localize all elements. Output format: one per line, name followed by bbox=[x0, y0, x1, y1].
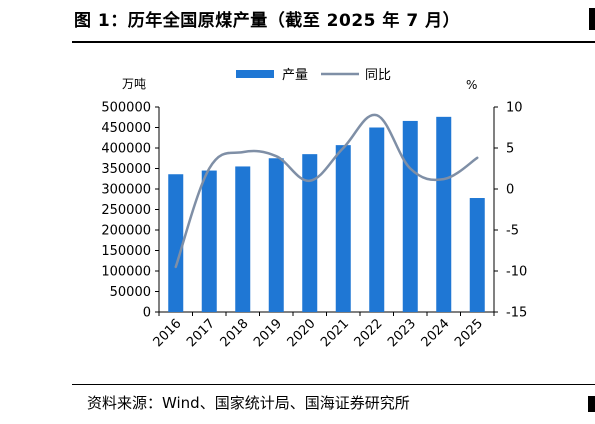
bar-2024 bbox=[436, 116, 452, 312]
right-tick-label: -10 bbox=[506, 265, 527, 280]
legend-bar-label: 产量 bbox=[282, 68, 308, 83]
line-series-yoy bbox=[174, 113, 479, 269]
source-note: 资料来源：Wind、国家统计局、国海证券研究所 bbox=[87, 394, 410, 412]
left-tick-label: 200000 bbox=[101, 224, 151, 239]
x-tick-label: 2016 bbox=[151, 316, 185, 350]
legend-bar-swatch bbox=[236, 70, 274, 78]
right-tick-label: 5 bbox=[506, 142, 514, 157]
left-tick-label: 150000 bbox=[101, 244, 151, 259]
left-tick-label: 250000 bbox=[101, 203, 151, 218]
left-tick-label: 400000 bbox=[101, 142, 151, 157]
left-tick-label: 500000 bbox=[101, 101, 151, 116]
x-tick-label: 2021 bbox=[318, 316, 352, 350]
x-tick-label: 2022 bbox=[352, 316, 386, 350]
legend-line-label: 同比 bbox=[365, 68, 391, 83]
page-edge-mark bbox=[589, 8, 595, 30]
left-tick-label: 100000 bbox=[101, 265, 151, 280]
bar-2016 bbox=[168, 174, 184, 312]
source-rule bbox=[72, 384, 595, 385]
bar-2019 bbox=[268, 158, 284, 312]
figure-title: 图 1：历年全国原煤产量（截至 2025 年 7 月） bbox=[74, 11, 461, 31]
left-axis-unit: 万吨 bbox=[122, 77, 146, 91]
bar-2022 bbox=[369, 127, 385, 312]
title-rule bbox=[72, 41, 595, 43]
right-tick-label: -15 bbox=[506, 306, 527, 321]
x-tick-label: 2024 bbox=[419, 316, 453, 350]
bar-2017 bbox=[201, 170, 217, 312]
x-tick-label: 2017 bbox=[184, 316, 218, 350]
left-tick-label: 0 bbox=[143, 306, 151, 321]
x-tick-label: 2025 bbox=[452, 316, 486, 350]
bar-2021 bbox=[335, 145, 351, 312]
left-tick-label: 450000 bbox=[101, 121, 151, 136]
x-tick-label: 2018 bbox=[218, 316, 252, 350]
bar-2023 bbox=[402, 120, 418, 312]
right-axis-unit: % bbox=[466, 78, 477, 92]
x-tick-label: 2019 bbox=[251, 316, 285, 350]
left-tick-label: 300000 bbox=[101, 183, 151, 198]
x-tick-label: 2020 bbox=[285, 316, 319, 350]
x-tick-label: 2023 bbox=[385, 316, 419, 350]
page-edge-mark-bottom bbox=[588, 396, 595, 412]
bar-2018 bbox=[235, 166, 251, 312]
right-tick-label: -5 bbox=[506, 224, 519, 239]
bar-2025 bbox=[469, 198, 485, 312]
right-tick-label: 0 bbox=[506, 183, 514, 198]
left-tick-label: 50000 bbox=[110, 285, 151, 300]
right-tick-label: 10 bbox=[506, 101, 523, 116]
bar-2020 bbox=[302, 154, 318, 312]
left-tick-label: 350000 bbox=[101, 162, 151, 177]
